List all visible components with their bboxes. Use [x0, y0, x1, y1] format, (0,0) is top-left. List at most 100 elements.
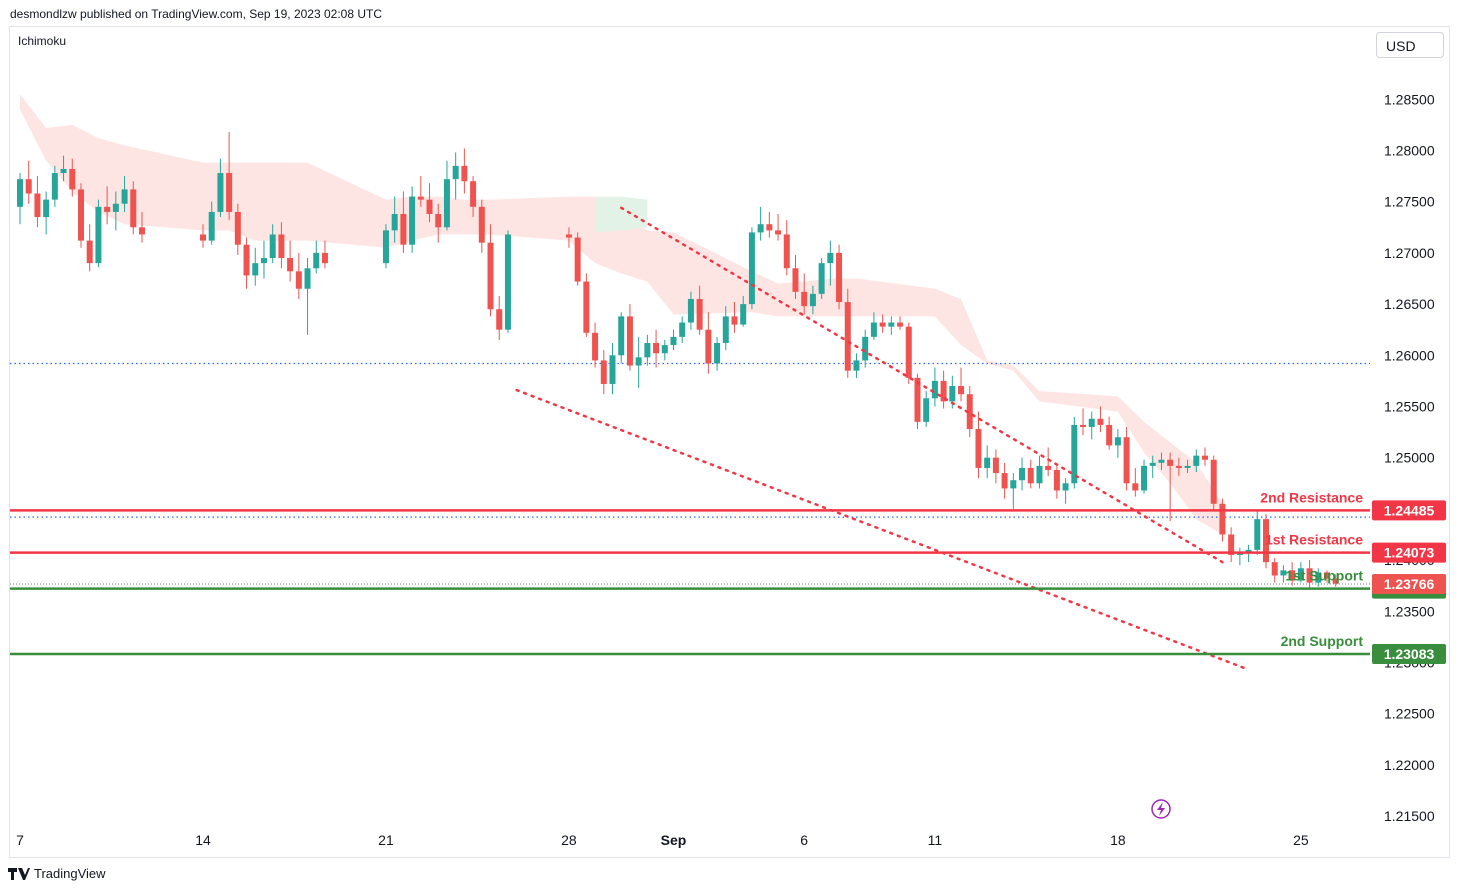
candle-up — [1141, 465, 1148, 491]
support-price-tag-value: 1.23083 — [1384, 646, 1435, 662]
tradingview-brand: TradingView — [34, 866, 106, 881]
candle-up — [1062, 483, 1069, 491]
candle-down — [958, 386, 965, 395]
candle-down — [836, 252, 843, 303]
candle-up — [391, 213, 398, 231]
support-label: 1st Support — [1285, 568, 1363, 584]
price-axis-tick: 1.25500 — [1384, 399, 1435, 415]
time-axis-tick: 28 — [561, 832, 577, 848]
time-axis-tick: 18 — [1110, 832, 1126, 848]
candle-up — [827, 252, 834, 264]
ichimoku-cloud-bullish — [595, 196, 648, 233]
candle-down — [975, 429, 982, 468]
candle-down — [801, 291, 808, 307]
price-axis-tick: 1.27500 — [1384, 194, 1435, 210]
candle-down — [278, 234, 285, 259]
candle-up — [252, 263, 259, 276]
candle-up — [1184, 465, 1191, 468]
candle-down — [77, 189, 84, 241]
candle-down — [1132, 483, 1139, 491]
price-axis-tick: 1.27000 — [1384, 245, 1435, 261]
tradingview-logo-icon — [8, 867, 30, 880]
candle-up — [1010, 480, 1017, 489]
candle-up — [740, 304, 747, 325]
currency-selector[interactable]: USD — [1376, 32, 1444, 58]
resistance-price-tag-value: 1.24485 — [1384, 502, 1435, 518]
price-axis-tick: 1.25000 — [1384, 450, 1435, 466]
price-axis-tick: 1.22500 — [1384, 706, 1435, 722]
candle-up — [748, 232, 755, 305]
candle-down — [34, 193, 41, 218]
candle-down — [600, 360, 607, 384]
candle-down — [321, 252, 328, 264]
candle-down — [565, 234, 572, 238]
candle-up — [818, 263, 825, 294]
candle-down — [1263, 519, 1270, 563]
candle-up — [618, 316, 625, 356]
candle-down — [1167, 459, 1174, 466]
candle-up — [1036, 465, 1043, 484]
candle-down — [1097, 418, 1104, 425]
candle-down — [1332, 578, 1339, 584]
candle-down — [1219, 503, 1226, 535]
candle-up — [443, 179, 450, 228]
candle-down — [243, 244, 250, 276]
candle-down — [461, 165, 468, 182]
candle-down — [1045, 465, 1052, 470]
time-axis-tick: 11 — [928, 832, 943, 848]
candle-down — [897, 322, 904, 327]
candle-down — [287, 258, 294, 272]
price-axis-tick: 1.23500 — [1384, 603, 1435, 619]
candle-down — [1175, 465, 1182, 468]
candle-down — [104, 206, 111, 212]
plot-area — [10, 94, 1370, 671]
tradingview-footer[interactable]: TradingView — [8, 866, 106, 881]
candle-up — [670, 336, 677, 346]
candle-down — [138, 227, 145, 235]
candle-down — [783, 234, 790, 269]
candle-down — [626, 316, 633, 366]
candle-up — [931, 380, 938, 399]
candle-up — [687, 298, 694, 323]
candle-up — [1114, 437, 1121, 446]
trendline-lower — [515, 388, 1250, 671]
candle-up — [1245, 549, 1252, 552]
candle-up — [862, 336, 869, 361]
candle-up — [722, 316, 729, 344]
candle-down — [696, 298, 703, 330]
lightning-icon-bolt — [1157, 802, 1165, 816]
candle-up — [121, 189, 128, 204]
candle-up — [635, 357, 642, 366]
candle-up — [661, 345, 668, 354]
candle-up — [923, 398, 930, 422]
candle-up — [1149, 462, 1156, 466]
price-axis-tick: 1.28000 — [1384, 143, 1435, 159]
candle-down — [574, 237, 581, 282]
price-axis-tick: 1.22000 — [1384, 757, 1435, 773]
candle-up — [609, 355, 616, 384]
time-axis-tick: 14 — [195, 832, 211, 848]
candle-down — [25, 179, 32, 194]
ichimoku-cloud-bearish — [20, 94, 1223, 535]
lightning-icon-ring — [1151, 799, 1171, 819]
candle-down — [940, 380, 947, 402]
candle-up — [95, 206, 102, 264]
candle-up — [870, 322, 877, 337]
candle-up — [809, 293, 816, 307]
candle-down — [583, 281, 590, 333]
candle-up — [51, 173, 58, 200]
indicator-label[interactable]: Ichimoku — [18, 34, 67, 48]
lightning-icon[interactable] — [1151, 799, 1171, 819]
price-axis-tick: 1.28500 — [1384, 91, 1435, 107]
resistance-label: 1st Resistance — [1265, 532, 1363, 548]
candle-up — [43, 199, 50, 218]
time-axis-tick: 7 — [16, 832, 24, 848]
candle-down — [905, 326, 912, 378]
time-axis-tick: 25 — [1293, 832, 1309, 848]
candle-up — [714, 343, 721, 364]
candle-down — [879, 322, 886, 327]
candle-up — [313, 252, 320, 269]
candle-down — [844, 302, 851, 371]
resistance-price-tag — [1372, 500, 1446, 521]
